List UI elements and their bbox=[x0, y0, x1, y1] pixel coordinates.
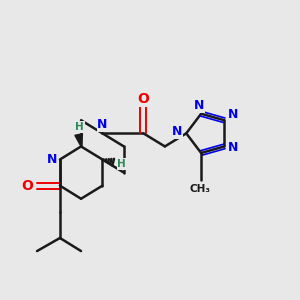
Text: N: N bbox=[228, 141, 238, 154]
Text: N: N bbox=[97, 118, 108, 131]
Polygon shape bbox=[75, 134, 82, 146]
Text: N: N bbox=[46, 153, 57, 166]
Text: N: N bbox=[194, 99, 204, 112]
Text: CH₃: CH₃ bbox=[189, 184, 210, 194]
Text: N: N bbox=[227, 108, 238, 122]
Text: O: O bbox=[22, 179, 34, 193]
Text: N: N bbox=[172, 125, 182, 138]
Text: H: H bbox=[117, 159, 126, 169]
Text: H: H bbox=[75, 122, 84, 132]
Text: O: O bbox=[137, 92, 149, 106]
